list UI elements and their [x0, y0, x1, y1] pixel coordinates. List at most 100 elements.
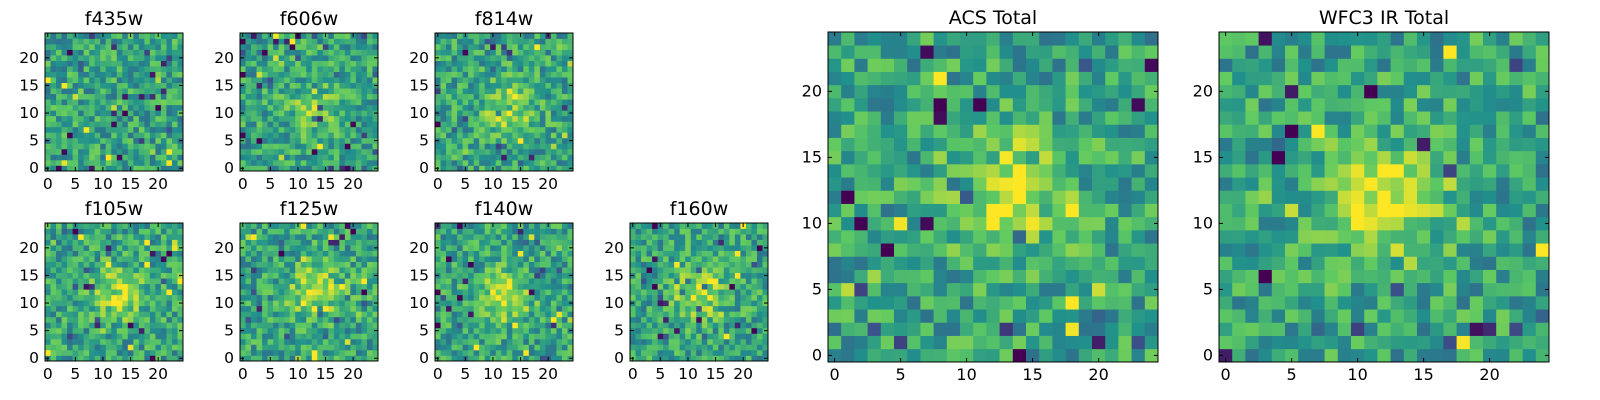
heatmap-cell [67, 267, 73, 274]
heatmap-cell [273, 267, 279, 274]
heatmap-cell [155, 289, 162, 296]
heatmap-cell [262, 88, 268, 95]
heatmap-cell [484, 349, 491, 356]
heatmap-cell [355, 333, 362, 340]
heatmap-cell [144, 261, 151, 268]
heatmap-cell [528, 66, 535, 72]
heatmap-cell [894, 256, 908, 270]
heatmap-cell [495, 283, 502, 290]
heatmap-cell [657, 316, 664, 323]
heatmap-cell [652, 283, 658, 290]
heatmap-cell [300, 228, 307, 235]
heatmap-cell [435, 234, 441, 240]
heatmap-cell [1118, 335, 1132, 350]
heatmap-cell [495, 60, 502, 67]
heatmap-cell [523, 283, 530, 290]
heatmap-cell [166, 349, 173, 356]
heatmap-cell [289, 110, 296, 117]
heatmap-cell [933, 243, 948, 257]
heatmap-cell [701, 272, 708, 279]
heatmap-cell [61, 223, 68, 229]
heatmap-cell [539, 300, 546, 307]
heatmap-cell [641, 349, 647, 356]
heatmap-cell [89, 132, 96, 139]
heatmap-cell [523, 93, 530, 100]
heatmap-cell [306, 148, 313, 155]
heatmap-cell [523, 322, 530, 329]
heatmap-cell [251, 316, 257, 323]
panel-title: f814w [475, 8, 534, 30]
heatmap-cell [506, 294, 513, 301]
heatmap-cell [138, 77, 145, 84]
heatmap-cell [317, 137, 324, 144]
heatmap-cell [116, 289, 123, 296]
heatmap-cell [116, 239, 123, 246]
heatmap-cell [78, 316, 84, 323]
heatmap-cell [328, 305, 335, 312]
heatmap-cell [1092, 256, 1106, 270]
heatmap-cell [1092, 296, 1106, 310]
heatmap-cell [501, 349, 508, 356]
heatmap-cell [490, 143, 497, 150]
heatmap-cell [56, 49, 62, 56]
heatmap-cell [920, 296, 934, 310]
heatmap-cell [295, 115, 302, 122]
heatmap-cell [734, 305, 741, 312]
heatmap-cell [267, 278, 274, 285]
heatmap-cell [262, 305, 268, 312]
heatmap-cell [289, 88, 296, 95]
heatmap-cell [479, 300, 486, 307]
heatmap-cell [122, 327, 129, 334]
heatmap-cell [457, 148, 463, 155]
heatmap-cell [446, 239, 452, 246]
heatmap-cell [663, 283, 669, 290]
heatmap-cell [138, 322, 145, 329]
heatmap-cell [718, 305, 725, 312]
heatmap-cell [718, 239, 725, 246]
heatmap-cells [45, 33, 184, 172]
heatmap-cell [67, 71, 73, 78]
heatmap-cell [344, 316, 351, 323]
heatmap-cell [479, 245, 486, 251]
heatmap-cell [322, 250, 329, 257]
heatmap-cell [663, 316, 669, 323]
heatmap-cell [679, 256, 686, 262]
heatmap-cell [473, 66, 480, 72]
heatmap-cell [451, 234, 458, 240]
heatmap-cell [479, 143, 486, 150]
heatmap-cell [707, 245, 714, 251]
heatmap-cell [133, 165, 140, 172]
heatmap-cell [317, 278, 324, 285]
heatmap-cell [350, 110, 357, 117]
heatmap-cell [451, 305, 458, 312]
heatmap-cell [501, 278, 508, 285]
heatmap-cell [1118, 203, 1132, 218]
heatmap-cell [144, 267, 151, 274]
heatmap-cell [116, 278, 123, 285]
heatmap-cell [506, 110, 513, 117]
heatmap-cell [105, 333, 112, 340]
heatmap-cell [67, 55, 73, 61]
heatmap-cell [894, 230, 908, 244]
heatmap-cell [144, 126, 151, 133]
heatmap-cell [646, 245, 653, 251]
heatmap-cell [289, 49, 296, 56]
heatmap-cell [61, 234, 68, 240]
heatmap-cell [256, 305, 263, 312]
heatmap-cell [506, 99, 513, 106]
heatmap-cell [350, 132, 357, 139]
heatmap-cell [256, 71, 263, 78]
y-tick-label: 15 [409, 266, 429, 284]
heatmap-cell [446, 283, 452, 290]
heatmap-cell [94, 77, 101, 84]
heatmap-cell [122, 223, 129, 229]
heatmap-cell [333, 327, 340, 334]
heatmap-cell [435, 294, 441, 301]
heatmap-cell [322, 137, 329, 144]
heatmap-cell [545, 60, 552, 67]
heatmap-cell [517, 137, 524, 144]
heatmap-cell [528, 316, 535, 323]
heatmap-cell [512, 154, 519, 161]
heatmap-cell [83, 228, 90, 235]
